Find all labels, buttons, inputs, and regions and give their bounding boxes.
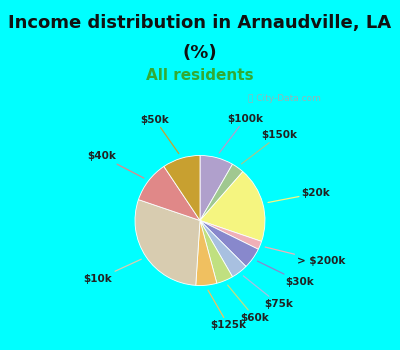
Wedge shape <box>196 220 217 286</box>
Wedge shape <box>138 167 200 220</box>
Text: $50k: $50k <box>141 115 179 154</box>
Text: $100k: $100k <box>219 114 263 153</box>
Text: All residents: All residents <box>146 68 254 83</box>
Text: $150k: $150k <box>242 130 297 164</box>
Wedge shape <box>200 220 246 277</box>
Wedge shape <box>200 164 243 220</box>
Wedge shape <box>200 220 232 283</box>
Text: $30k: $30k <box>258 261 314 287</box>
Wedge shape <box>164 155 200 220</box>
Wedge shape <box>135 199 200 285</box>
Wedge shape <box>200 172 265 242</box>
Text: $60k: $60k <box>228 285 269 323</box>
Wedge shape <box>200 220 262 249</box>
Text: $75k: $75k <box>243 276 293 309</box>
Text: Income distribution in Arnaudville, LA: Income distribution in Arnaudville, LA <box>8 14 392 32</box>
Text: > $200k: > $200k <box>265 247 346 266</box>
Text: $20k: $20k <box>268 188 330 203</box>
Text: $125k: $125k <box>208 290 246 330</box>
Text: $10k: $10k <box>84 259 141 284</box>
Text: (%): (%) <box>183 44 217 62</box>
Wedge shape <box>200 220 258 266</box>
Wedge shape <box>200 155 232 220</box>
Text: $40k: $40k <box>88 152 144 178</box>
Text: ⓘ City-Data.com: ⓘ City-Data.com <box>248 94 321 103</box>
